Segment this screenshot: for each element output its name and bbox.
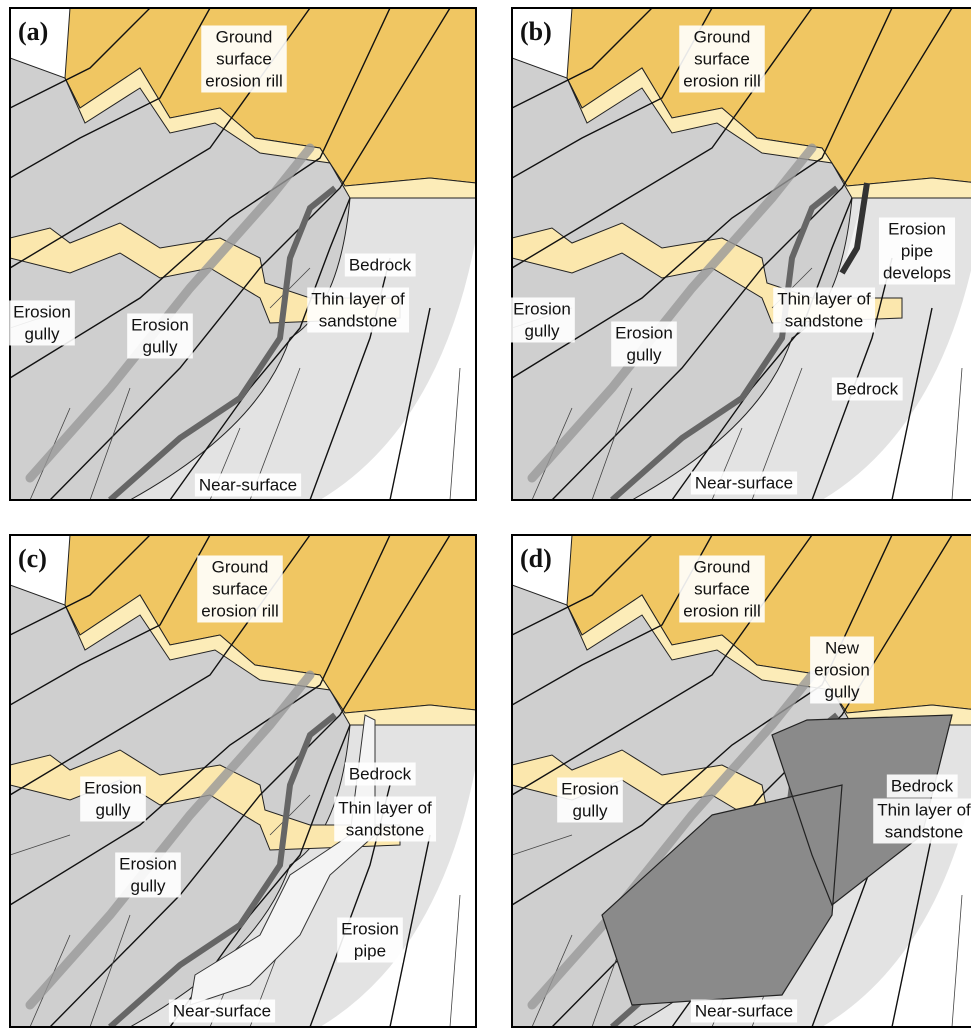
label-line: sandstone <box>885 822 963 841</box>
label-line: sandstone <box>346 820 424 839</box>
label-line: gully <box>131 876 166 895</box>
panel-label: (d) <box>520 544 552 573</box>
label-line: gully <box>525 321 560 340</box>
label-line: gully <box>825 682 860 701</box>
label-line: gully <box>573 801 608 820</box>
label-line: pipe <box>901 241 933 260</box>
label-line: Erosion <box>131 315 189 334</box>
label-line: gully <box>627 345 662 364</box>
label: Near-surface <box>695 1001 793 1020</box>
label-line: New <box>825 638 860 657</box>
label-line: Thin layer of <box>777 289 871 308</box>
label-line: sandstone <box>319 311 397 330</box>
label: Near-surface <box>173 1001 271 1020</box>
panel: (c) Ground surface erosion rill Bedrock Thin … <box>10 535 476 1027</box>
label-line: Erosion <box>84 778 142 797</box>
label-line: Thin layer of <box>877 800 971 819</box>
label: Near-surface <box>199 475 297 494</box>
label-line: erosion <box>814 660 870 679</box>
label-line: erosion rill <box>683 71 760 90</box>
label-line: Erosion <box>341 919 399 938</box>
label-line: Ground <box>216 27 273 46</box>
label-line: Erosion <box>615 323 673 342</box>
label-line: Erosion <box>13 302 71 321</box>
panel: (b) Ground surface erosion rill Bedrock Thin … <box>509 8 971 500</box>
label: Bedrock <box>891 776 954 795</box>
label-line: surface <box>216 49 272 68</box>
label-line: Erosion <box>888 219 946 238</box>
label-line: surface <box>212 579 268 598</box>
label-line: develops <box>883 263 951 282</box>
panel-label: (c) <box>18 544 47 573</box>
label-line: Ground <box>694 27 751 46</box>
label-line: Thin layer of <box>311 289 405 308</box>
panel: (d) Ground surface erosion rill Bedrock Thin … <box>512 535 971 1027</box>
label-line: Ground <box>694 557 751 576</box>
label: Near-surface <box>695 473 793 492</box>
label-line: surface <box>694 579 750 598</box>
figure: (a) Ground surface erosion rill Bedrock Thin … <box>0 0 971 1028</box>
label: Bedrock <box>349 255 412 274</box>
label-line: surface <box>694 49 750 68</box>
label-line: sandstone <box>785 311 863 330</box>
label-line: Thin layer of <box>338 798 432 817</box>
label-line: pipe <box>354 941 386 960</box>
label: Bedrock <box>836 379 899 398</box>
label-line: gully <box>25 324 60 343</box>
panel: (a) Ground surface erosion rill Bedrock Thin … <box>9 8 476 500</box>
label-line: gully <box>143 337 178 356</box>
panel-label: (a) <box>18 17 48 46</box>
label-line: Erosion <box>561 779 619 798</box>
label-line: erosion rill <box>205 71 282 90</box>
label-line: Erosion <box>119 854 177 873</box>
label-line: Erosion <box>513 299 571 318</box>
label-line: gully <box>96 800 131 819</box>
label: Bedrock <box>349 764 412 783</box>
label-line: Ground <box>212 557 269 576</box>
label-line: erosion rill <box>683 601 760 620</box>
label-line: erosion rill <box>201 601 278 620</box>
panel-label: (b) <box>520 17 552 46</box>
